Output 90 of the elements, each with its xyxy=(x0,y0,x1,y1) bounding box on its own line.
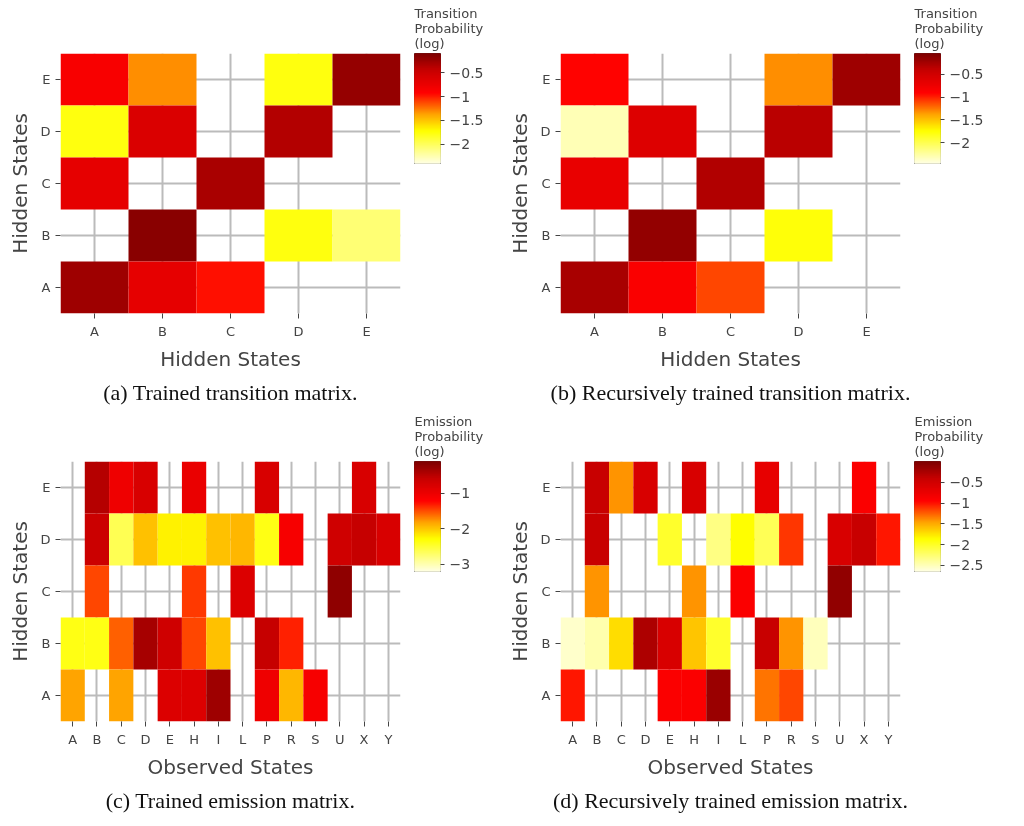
x-tick-label: B xyxy=(158,323,167,339)
x-tick-label: B xyxy=(658,323,667,339)
x-tick-label: P xyxy=(763,731,772,747)
x-tick-label: B xyxy=(592,731,602,747)
x-tick-label: U xyxy=(835,731,845,747)
color-bar-title: Transition Probability (log) xyxy=(413,5,484,51)
color-bar-label: −0.5 xyxy=(949,66,984,83)
x-axis-title: Hidden States xyxy=(660,346,801,371)
color-bar-title: Emission Probability (log) xyxy=(414,413,484,459)
y-tick-label: B xyxy=(541,228,551,243)
text: (a) Trained transition matrix. xyxy=(103,379,358,405)
x-tick-label: L xyxy=(239,731,248,747)
x-tick-label: A xyxy=(590,323,600,339)
color-bar-label: −1 xyxy=(449,485,471,502)
color-bar-label: −2 xyxy=(949,536,971,553)
x-tick-label: X xyxy=(359,731,369,747)
color-bar-label: −1 xyxy=(449,88,471,105)
y-tick-label: C xyxy=(541,584,551,599)
text: (b) Recursively trained transition matrix. xyxy=(550,379,911,405)
y-axis-title: Hidden States xyxy=(8,113,33,254)
x-tick-label: E xyxy=(665,731,674,747)
x-tick-label: S xyxy=(811,731,820,747)
x-tick-label: E xyxy=(862,323,871,339)
y-axis-title: Hidden States xyxy=(508,521,533,662)
y-tick-label: A xyxy=(41,280,51,295)
x-tick-label: B xyxy=(92,731,102,747)
color-bar-title: Transition Probability (log) xyxy=(913,5,984,51)
y-tick-label: B xyxy=(41,636,51,651)
y-tick-label: A xyxy=(41,688,51,703)
text: (c) Trained emission matrix. xyxy=(105,787,355,813)
x-tick-label: H xyxy=(689,731,699,747)
x-tick-label: C xyxy=(616,731,626,747)
x-tick-label: D xyxy=(293,323,304,339)
y-tick-label: C xyxy=(541,176,551,191)
y-tick-label: D xyxy=(40,124,51,139)
y-tick-label: B xyxy=(41,228,51,243)
color-bar-label: −2 xyxy=(949,134,971,151)
x-tick-label: C xyxy=(725,323,736,339)
x-tick-label: Y xyxy=(883,731,893,747)
x-axis-title: Observed States xyxy=(647,754,814,779)
x-tick-label: P xyxy=(263,731,272,747)
y-tick-label: E xyxy=(542,72,551,87)
x-tick-label: R xyxy=(786,731,796,747)
y-tick-label: D xyxy=(540,532,551,547)
color-bar-label: −2 xyxy=(449,520,471,537)
text: (d) Recursively trained emission matrix. xyxy=(553,787,908,813)
y-axis-title: Hidden States xyxy=(8,521,33,662)
x-tick-label: E xyxy=(362,323,371,339)
color-bar-label: −1.5 xyxy=(949,111,984,128)
color-bar-label: −2 xyxy=(449,136,471,153)
y-tick-label: B xyxy=(541,636,551,651)
x-tick-label: R xyxy=(286,731,296,747)
y-tick-label: C xyxy=(41,176,51,191)
x-tick-label: C xyxy=(225,323,236,339)
y-tick-label: E xyxy=(42,72,51,87)
y-tick-label: E xyxy=(42,480,51,495)
x-tick-label: Y xyxy=(383,731,393,747)
x-tick-label: L xyxy=(739,731,748,747)
x-tick-label: A xyxy=(68,731,78,747)
color-bar-label: −1 xyxy=(949,89,971,106)
y-tick-label: E xyxy=(542,480,551,495)
x-tick-label: H xyxy=(189,731,199,747)
x-axis-title: Hidden States xyxy=(160,346,301,371)
color-bar-label: −3 xyxy=(449,556,471,573)
y-axis-title: Hidden States xyxy=(508,113,533,254)
color-bar-label: −2.5 xyxy=(949,557,984,574)
x-tick-label: U xyxy=(335,731,345,747)
x-tick-label: E xyxy=(165,731,174,747)
color-bar-label: −0.5 xyxy=(949,474,984,491)
x-axis-title: Observed States xyxy=(147,754,314,779)
x-tick-label: D xyxy=(793,323,804,339)
y-tick-label: D xyxy=(540,124,551,139)
color-bar-title: Emission Probability (log) xyxy=(914,413,984,459)
x-tick-label: S xyxy=(311,731,320,747)
x-tick-label: X xyxy=(859,731,869,747)
color-bar-label: −0.5 xyxy=(449,64,484,81)
y-tick-label: A xyxy=(541,688,551,703)
color-bar-label: −1.5 xyxy=(949,515,984,532)
x-tick-label: A xyxy=(568,731,578,747)
x-tick-label: D xyxy=(640,731,651,747)
x-tick-label: I xyxy=(216,731,221,747)
y-tick-label: A xyxy=(541,280,551,295)
y-tick-label: C xyxy=(41,584,51,599)
x-tick-label: A xyxy=(90,323,100,339)
color-bar-label: −1.5 xyxy=(449,112,484,129)
x-tick-label: I xyxy=(716,731,721,747)
color-bar-label: −1 xyxy=(949,495,971,512)
x-tick-label: D xyxy=(140,731,151,747)
x-tick-label: C xyxy=(116,731,126,747)
y-tick-label: D xyxy=(40,532,51,547)
